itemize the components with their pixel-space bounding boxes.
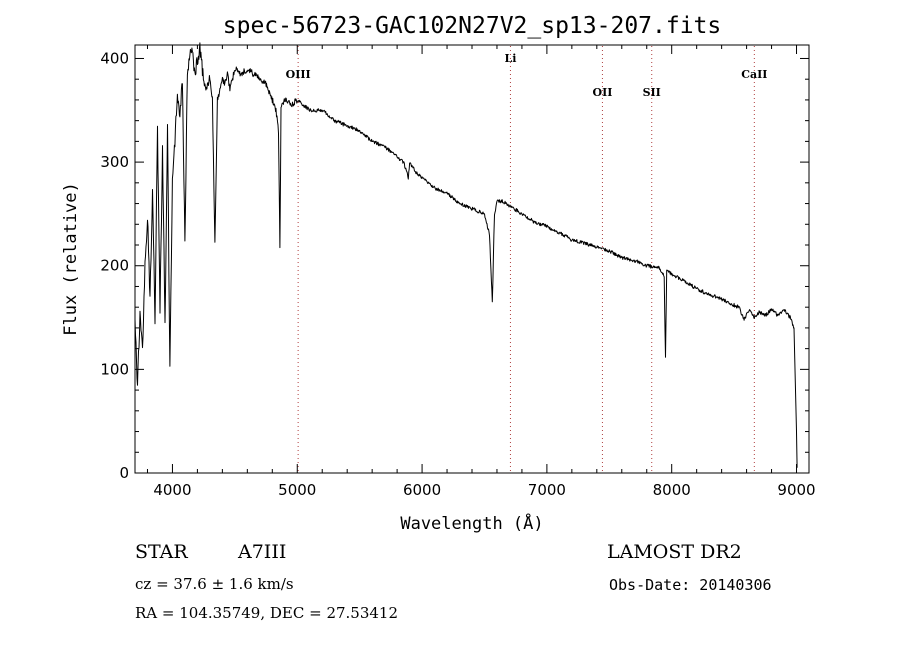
x-tick-label: 8000: [653, 481, 691, 499]
chart-title: spec-56723-GAC102N27V2_sp13-207.fits: [223, 13, 722, 39]
y-axis-label: Flux (relative): [61, 182, 81, 336]
spectral-line-label: OII: [592, 86, 612, 99]
spectral-line-label: SII: [643, 86, 661, 99]
sky-coordinates: RA = 104.35749, DEC = 27.53412: [135, 604, 399, 622]
x-tick-label: 9000: [777, 481, 815, 499]
spectral-subclass: A7III: [238, 541, 287, 563]
y-tick-label: 300: [100, 153, 129, 171]
observation-date: Obs-Date: 20140306: [609, 576, 772, 594]
redshift-velocity: cz = 37.6 ± 1.6 km/s: [135, 575, 294, 593]
spectrum-flux-line: [134, 42, 798, 468]
plot-frame: [134, 44, 810, 474]
y-tick-label: 200: [100, 257, 129, 275]
survey-name: LAMOST DR2: [607, 541, 742, 563]
y-tick-label: 400: [100, 49, 129, 67]
x-axis-label: Wavelength (Å): [400, 512, 543, 534]
y-tick-label: 100: [100, 360, 129, 378]
x-tick-label: 6000: [403, 481, 441, 499]
x-tick-label: 7000: [528, 481, 566, 499]
spectral-line-label: CaII: [741, 68, 767, 81]
spectral-line-label: Li: [504, 52, 516, 65]
y-tick-label: 0: [119, 464, 129, 482]
x-tick-label: 4000: [153, 481, 191, 499]
x-tick-label: 5000: [278, 481, 316, 499]
object-class: STAR: [135, 541, 188, 563]
spectral-line-label: OIII: [286, 68, 311, 81]
